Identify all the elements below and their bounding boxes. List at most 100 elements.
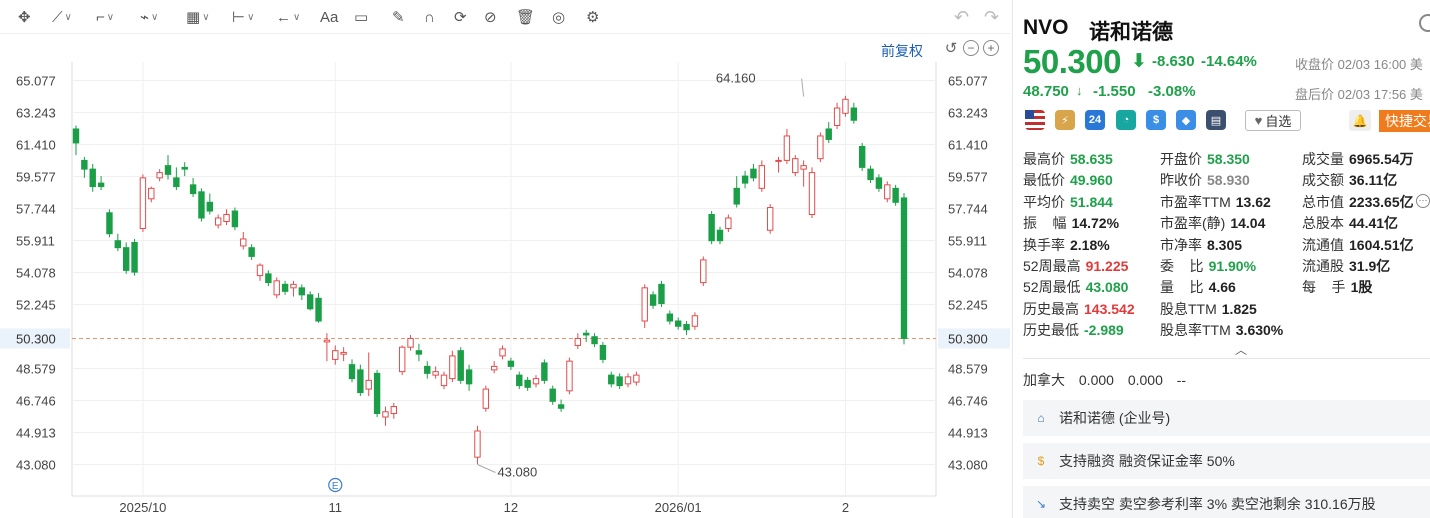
candle-body[interactable] <box>323 339 331 343</box>
measure-tool-icon[interactable]: ⊢ ∨ <box>232 6 254 28</box>
candle-body[interactable] <box>507 360 515 367</box>
candle-body[interactable] <box>716 229 724 242</box>
tag-badge-icon[interactable]: ◆ <box>1176 110 1196 130</box>
candle-body[interactable] <box>482 388 490 409</box>
candle-body[interactable] <box>524 379 531 388</box>
line-tool-icon[interactable]: ⟋ ∨ <box>52 6 72 28</box>
candle-body[interactable] <box>499 348 506 357</box>
settings-tool-icon[interactable]: ⚙ <box>586 6 599 28</box>
candle-body[interactable] <box>850 107 858 121</box>
quick-trade-button[interactable]: 快捷交易 <box>1379 110 1430 132</box>
candle-body[interactable] <box>97 182 105 188</box>
collapse-caret-icon[interactable]: ︿ <box>1235 343 1248 357</box>
candle-body[interactable] <box>574 337 582 346</box>
candle-body[interactable] <box>457 350 464 381</box>
add-watchlist-button[interactable]: ♥ 自选 <box>1245 110 1301 131</box>
candle-body[interactable] <box>783 135 791 161</box>
info-link[interactable]: $ 支持融资 融资保证金率 50% <box>1023 443 1430 479</box>
candle-body[interactable] <box>348 364 356 380</box>
info-link[interactable]: ↘ 支持卖空 卖空参考利率 3% 卖空池剩余 310.16万股 <box>1023 486 1430 518</box>
crosshair-tool-icon[interactable]: ✥ <box>18 6 31 28</box>
candle-body[interactable] <box>858 145 866 168</box>
chevron-down-icon[interactable]: ∨ <box>64 11 72 23</box>
candle-body[interactable] <box>541 362 548 381</box>
candle-body[interactable] <box>315 297 322 322</box>
candle-body[interactable] <box>240 238 247 247</box>
candle-body[interactable] <box>725 217 732 229</box>
candle-body[interactable] <box>766 207 774 231</box>
candle-body[interactable] <box>674 320 682 327</box>
chart-badge-icon[interactable]: ◔ <box>1116 110 1136 130</box>
candle-body[interactable] <box>432 371 439 376</box>
candle-body[interactable] <box>281 283 289 292</box>
candle-body[interactable] <box>875 177 883 189</box>
candle-body[interactable] <box>817 135 824 160</box>
candle-body[interactable] <box>800 165 807 170</box>
candle-body[interactable] <box>808 172 816 216</box>
candle-body[interactable] <box>214 217 222 226</box>
candle-body[interactable] <box>867 168 874 181</box>
arrow-tool-icon[interactable]: ← ∨ <box>276 6 300 28</box>
candle-body[interactable] <box>148 187 155 200</box>
candle-body[interactable] <box>557 404 565 409</box>
candle-body[interactable] <box>407 337 414 348</box>
candle-body[interactable] <box>616 376 623 387</box>
candle-body[interactable] <box>256 264 264 277</box>
gear-icon[interactable] <box>1419 14 1430 32</box>
candle-body[interactable] <box>532 378 540 385</box>
candle-body[interactable] <box>189 184 197 195</box>
candle-body[interactable] <box>382 411 389 418</box>
candle-body[interactable] <box>223 214 230 222</box>
candle-body[interactable] <box>465 369 473 385</box>
adjust-mode-label[interactable]: 前复权 <box>881 43 923 59</box>
candle-body[interactable] <box>842 98 849 114</box>
reset-icon[interactable]: ↺ <box>944 39 958 57</box>
candle-body[interactable] <box>758 165 766 189</box>
candle-body[interactable] <box>733 187 740 205</box>
candle-body[interactable] <box>81 159 88 170</box>
earnings-marker-icon[interactable] <box>328 477 343 493</box>
bell-icon[interactable]: 🔔 <box>1349 110 1371 131</box>
candle-body[interactable] <box>340 351 347 355</box>
candle-body[interactable] <box>591 336 598 345</box>
candlestick-chart[interactable]: 65.077 65.077 63.243 63.243 61.410 61.410 59.5… <box>0 0 1010 518</box>
candle-body[interactable] <box>231 210 239 228</box>
candle-body[interactable] <box>373 372 381 415</box>
fib-tool-icon[interactable]: ▦ ∨ <box>186 6 210 28</box>
candle-body[interactable] <box>641 287 648 322</box>
candle-body[interactable] <box>173 177 180 188</box>
hide-tool-icon[interactable]: ⊘ <box>484 6 497 28</box>
candle-body[interactable] <box>666 313 674 322</box>
undo-icon[interactable]: ↶ <box>954 6 970 27</box>
candle-body[interactable] <box>649 294 657 306</box>
candle-body[interactable] <box>566 360 573 392</box>
magnet-tool-icon[interactable]: ∩ <box>424 6 435 28</box>
candle-body[interactable] <box>700 259 707 284</box>
candle-body[interactable] <box>490 365 498 371</box>
candle-body[interactable] <box>825 128 832 140</box>
candle-body[interactable] <box>357 369 364 394</box>
candle-body[interactable] <box>306 294 314 310</box>
lightning-badge-icon[interactable]: ⚡ <box>1055 110 1075 130</box>
candle-body[interactable] <box>248 247 255 257</box>
candle-body[interactable] <box>792 158 799 174</box>
candle-body[interactable] <box>273 280 280 296</box>
candle-body[interactable] <box>884 184 891 200</box>
sync-tool-icon[interactable]: ⟳ <box>454 6 467 28</box>
chevron-down-icon[interactable]: ∨ <box>293 11 301 23</box>
candle-body[interactable] <box>775 159 782 162</box>
candle-body[interactable] <box>72 128 80 144</box>
chevron-down-icon[interactable]: ∨ <box>151 11 159 23</box>
candle-body[interactable] <box>691 315 699 327</box>
candle-body[interactable] <box>599 344 607 360</box>
candle-body[interactable] <box>549 388 556 402</box>
chevron-down-icon[interactable]: ∨ <box>202 11 210 23</box>
candle-body[interactable] <box>741 175 749 184</box>
24h-badge-icon[interactable]: 24 <box>1085 110 1105 130</box>
candle-body[interactable] <box>164 165 172 175</box>
candle-body[interactable] <box>181 166 188 170</box>
compare-tool-icon[interactable]: ◎ <box>552 6 565 28</box>
candle-body[interactable] <box>900 197 908 339</box>
candle-body[interactable] <box>582 332 590 336</box>
candle-body[interactable] <box>892 187 899 203</box>
